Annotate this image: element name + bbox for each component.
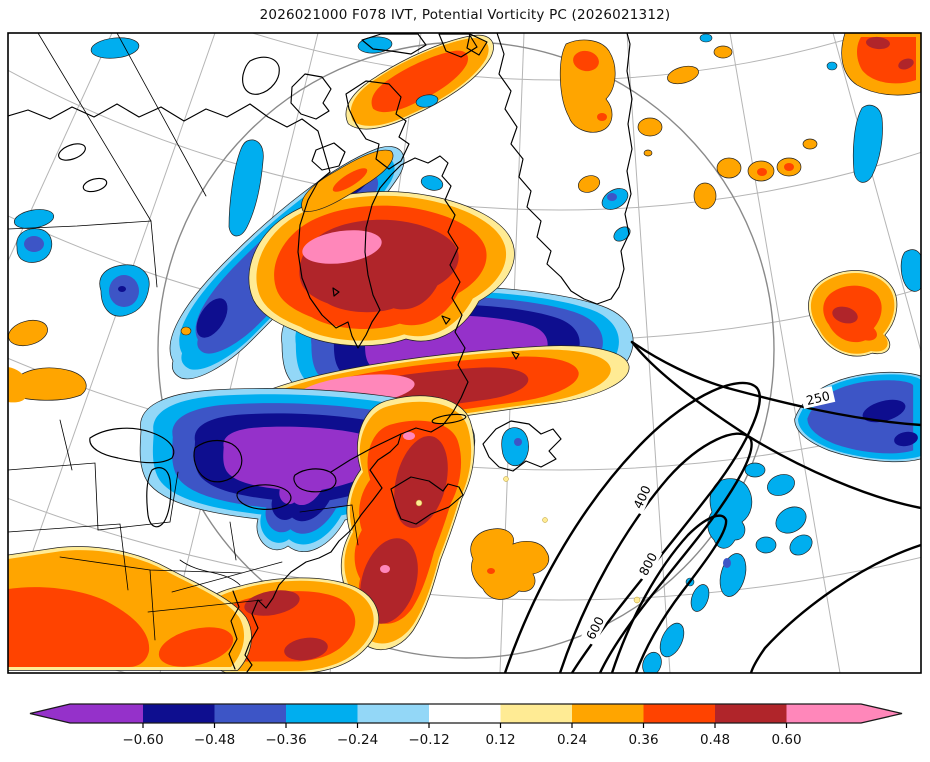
pv-filled-contours — [8, 33, 921, 673]
cbar-tick-6: 0.24 — [557, 732, 587, 748]
devon-island — [361, 33, 427, 55]
blob-orange-midatlantic — [194, 577, 380, 673]
lake-michigan — [146, 467, 172, 528]
plot-title: 2026021000 F078 IVT, Potential Vorticity… — [259, 7, 671, 23]
cbar-tick-8: 0.48 — [700, 732, 730, 748]
cbar-tick-4: −0.12 — [408, 732, 449, 748]
colorbar-extend-under — [30, 704, 143, 723]
colorbar: −0.60 −0.48 −0.36 −0.24 −0.12 0.12 0.24 … — [29, 703, 903, 748]
lake-erie — [236, 484, 292, 510]
lake-superior — [89, 427, 175, 464]
newfoundland — [482, 420, 562, 472]
chesapeake — [228, 590, 240, 670]
ivt-contour-labels: 250 400 800 600 — [580, 386, 836, 646]
blob-orange-maritimes — [340, 395, 475, 651]
colorbar-seg-7 — [572, 704, 644, 723]
coastlines — [8, 33, 633, 673]
colorbar-ticks — [142, 723, 788, 728]
state-borders — [8, 33, 359, 641]
lake-ontario — [293, 468, 337, 493]
colorbar-seg-8 — [643, 704, 715, 723]
blob-orange-hudson — [248, 191, 515, 347]
blob-orange-left-edge — [8, 319, 192, 403]
blob-yellow-dots — [415, 476, 641, 604]
arctic-islet — [466, 33, 488, 56]
islet-a — [441, 315, 451, 325]
colorbar-outline — [29, 703, 903, 724]
blob-orange-right-center — [807, 269, 898, 357]
cbar-tick-9: 0.60 — [771, 732, 801, 748]
banks-island — [242, 56, 280, 95]
colorbar-seg-2 — [214, 704, 286, 723]
colorbar-seg-4 — [357, 704, 429, 723]
cbar-tick-1: −0.48 — [194, 732, 235, 748]
baffin-island — [345, 80, 410, 170]
blob-orange-greenland — [559, 39, 616, 193]
blob-orangered-dots — [757, 163, 794, 176]
label-250: 250 — [800, 386, 836, 409]
st-lawrence — [330, 433, 402, 473]
colorbar-seg-5 — [429, 704, 501, 723]
islet-b — [511, 351, 520, 360]
hudson-bay-labrador — [297, 155, 469, 435]
great-slave-lake — [82, 177, 108, 193]
cbar-tick-3: −0.24 — [337, 732, 378, 748]
blob-cyan-atlantic-chain — [642, 462, 813, 673]
ivt-800 — [610, 514, 728, 673]
blob-cyan-patches — [13, 33, 921, 467]
us-east-coast — [244, 469, 383, 673]
blob-orange-arctic-streaks — [301, 34, 494, 213]
victoria-island — [290, 73, 332, 120]
colorbar-seg-3 — [286, 704, 358, 723]
contour-label-250: 250 — [805, 388, 832, 408]
map-frame — [7, 32, 922, 674]
blob-orange-southwest — [8, 545, 253, 671]
colorbar-extend-over — [786, 704, 902, 723]
maine-newbrunswick-coast — [369, 433, 402, 471]
ellesmere-island — [438, 33, 478, 58]
lake-huron — [193, 439, 243, 483]
ivt-600 — [558, 432, 753, 673]
nova-scotia — [390, 476, 464, 525]
blob-orange-atlantic — [470, 528, 550, 600]
cbar-tick-0: −0.60 — [122, 732, 163, 748]
colorbar-tick-labels: −0.60 −0.48 −0.36 −0.24 −0.12 0.12 0.24 … — [122, 732, 801, 748]
arctic-coast — [8, 103, 331, 173]
colorbar-seg-9 — [715, 704, 787, 723]
great-bear-lake — [58, 143, 86, 161]
cbar-tick-7: 0.36 — [628, 732, 658, 748]
belcher-islands — [332, 287, 340, 297]
anticosti-island — [431, 413, 467, 425]
southampton-island — [311, 142, 346, 171]
cbar-tick-2: −0.36 — [265, 732, 306, 748]
map-area: 250 400 800 600 — [8, 33, 921, 673]
ivt-250-southeast — [749, 543, 921, 673]
colorbar-seg-6 — [500, 704, 572, 723]
colorbar-seg-1 — [143, 704, 215, 723]
blob-blue-right-edge — [794, 371, 921, 463]
greenland — [496, 33, 633, 305]
ivt-250-upper — [630, 340, 921, 427]
blob-orange-topright — [841, 33, 921, 96]
cbar-tick-5: 0.12 — [485, 732, 515, 748]
